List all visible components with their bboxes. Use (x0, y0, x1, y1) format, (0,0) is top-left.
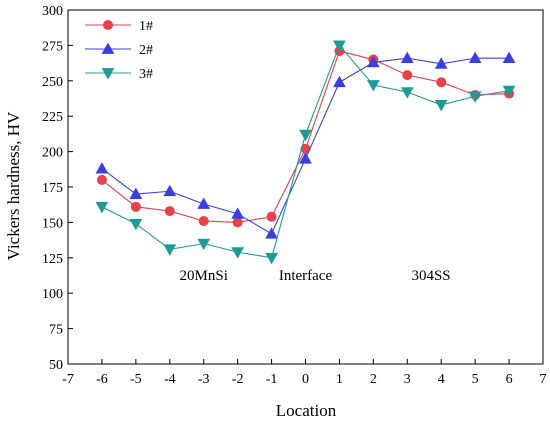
data-point-triangle-up (197, 197, 211, 209)
plot-frame (67, 9, 544, 365)
legend-label: 2# (139, 43, 153, 58)
legend-label: 3# (139, 67, 153, 82)
data-point-triangle-down (265, 252, 278, 265)
x-tick-label: -5 (130, 372, 142, 387)
data-point-triangle-up (400, 51, 414, 64)
data-point-circle (130, 201, 141, 212)
x-tick-label: 4 (438, 372, 445, 387)
x-tick-label: 7 (540, 372, 547, 387)
data-point-triangle-down (95, 201, 109, 214)
series-1 (96, 46, 515, 228)
y-tick-label: 300 (42, 4, 63, 19)
data-point-triangle-down (299, 129, 312, 142)
x-tick-label: 3 (404, 372, 411, 387)
x-axis-label: Location (276, 401, 337, 420)
data-point-triangle-up (434, 57, 448, 69)
data-point-circle (96, 174, 107, 185)
data-point-circle (164, 206, 175, 217)
x-tick-label: 0 (302, 372, 309, 387)
data-point-triangle-down (163, 244, 177, 256)
data-point-triangle-down (434, 99, 448, 112)
data-point-triangle-up (101, 42, 115, 54)
plot-border (67, 9, 544, 365)
data-point-triangle-up (367, 55, 380, 68)
x-tick-label: 5 (472, 372, 479, 387)
y-axis-ticks: 50 75 100 125 150 175 200 225 250 275 300 (42, 4, 73, 373)
x-tick-label: -2 (232, 372, 244, 387)
region-label: 304SS (411, 268, 450, 284)
x-tick-label: -7 (62, 372, 74, 387)
data-point-triangle-up (231, 207, 244, 219)
data-point-triangle-down (101, 68, 115, 80)
x-tick-label: -1 (266, 372, 278, 387)
data-point-triangle-down (400, 87, 414, 99)
data-point-triangle-down (129, 218, 143, 231)
data-point-circle (232, 217, 243, 228)
x-tick-label: -3 (198, 372, 210, 387)
data-point-circle (266, 211, 277, 222)
legend-item: 1# (85, 19, 153, 34)
data-point-circle (103, 20, 113, 30)
y-tick-label: 50 (49, 358, 63, 373)
data-point-triangle-up (468, 51, 482, 64)
y-tick-label: 225 (42, 110, 63, 125)
region-label: Interface (279, 268, 333, 284)
y-tick-label: 150 (42, 216, 63, 231)
legend-label: 1# (139, 19, 153, 34)
y-tick-label: 175 (42, 181, 63, 196)
x-tick-label: 1 (336, 372, 343, 387)
legend-item: 3# (85, 67, 153, 82)
data-point-circle (436, 77, 447, 88)
data-point-triangle-up (163, 184, 177, 197)
data-point-triangle-down (468, 91, 482, 103)
y-axis-label: Vickers hardness, HV (4, 111, 23, 260)
x-tick-label: 2 (370, 372, 377, 387)
y-tick-label: 100 (42, 287, 63, 302)
x-tick-label: 6 (506, 372, 513, 387)
y-tick-label: 75 (49, 323, 63, 338)
region-label: 20MnSi (180, 268, 228, 284)
series-layer (95, 40, 516, 265)
series-2 (95, 51, 516, 239)
data-point-triangle-down (333, 40, 346, 52)
data-point-triangle-up (129, 187, 143, 199)
legend-item: 2# (85, 42, 153, 58)
data-point-triangle-up (333, 75, 346, 88)
data-point-triangle-down (367, 80, 380, 92)
data-point-triangle-up (95, 162, 109, 174)
data-point-triangle-down (231, 247, 244, 259)
data-point-triangle-up (299, 152, 312, 164)
y-tick-label: 200 (42, 146, 63, 161)
series-3 (95, 40, 516, 265)
x-tick-label: -4 (164, 372, 176, 387)
annotations: 20MnSi Interface 304SS (180, 268, 451, 284)
y-tick-label: 250 (42, 75, 63, 90)
data-point-triangle-up (265, 227, 278, 239)
data-point-triangle-down (197, 238, 211, 251)
y-tick-label: 125 (42, 252, 63, 267)
data-point-triangle-down (502, 85, 516, 98)
data-point-circle (402, 70, 413, 81)
x-tick-label: -6 (96, 372, 108, 387)
data-point-circle (198, 215, 209, 226)
legend: 1# 2# 3# (85, 19, 153, 82)
data-point-triangle-up (502, 51, 516, 64)
y-tick-label: 275 (42, 39, 63, 54)
x-axis-ticks: -7 -6 -5 -4 -3 -2 -1 0 1 2 3 4 5 6 7 (62, 359, 547, 387)
